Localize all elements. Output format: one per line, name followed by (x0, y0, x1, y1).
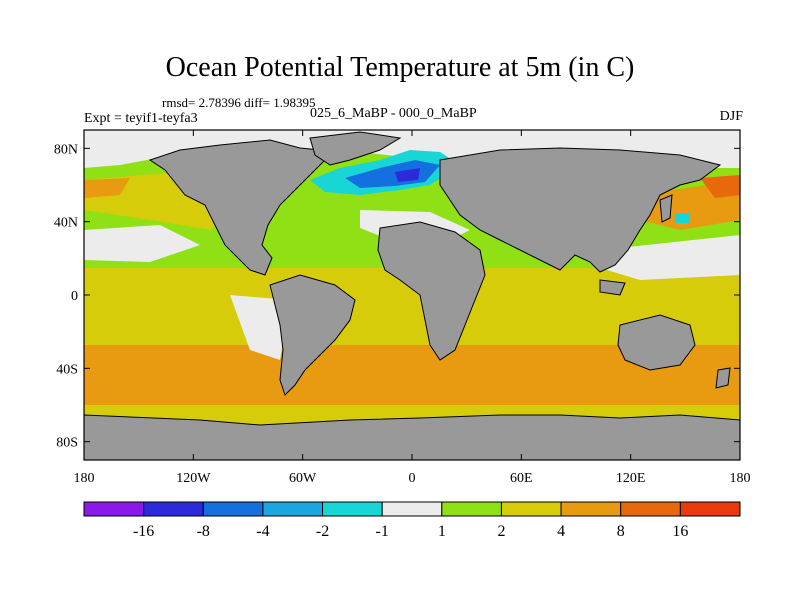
africa (377, 221, 486, 361)
colorbar-swatch (620, 501, 681, 517)
colorbar-swatch (262, 501, 324, 517)
comparison-label: 025_6_MaBP - 000_0_MaBP (310, 106, 477, 121)
colorbar-label: 8 (617, 523, 625, 540)
indonesia (599, 279, 626, 296)
northwest-pacific-red (700, 175, 740, 198)
x-tick-label: 60E (510, 471, 533, 486)
colorbar-label: -2 (316, 523, 329, 540)
pacific-white-patch (84, 225, 200, 262)
axes: 180 120W 60W 0 60E 120E 180 80N 40N 0 40S 80S (54, 130, 751, 486)
x-tick-label: 180 (74, 471, 95, 486)
x-tick-label: 60W (289, 471, 317, 486)
japan (659, 194, 673, 223)
colorbar-swatch (441, 501, 502, 517)
x-tick-label: 120W (176, 471, 211, 486)
greenland (309, 131, 402, 166)
colorbar-swatch (83, 501, 145, 517)
colorbar-swatch (322, 501, 383, 517)
colorbar-label: -1 (376, 523, 389, 540)
eurasia (439, 147, 722, 273)
land-masses (84, 131, 740, 460)
y-tick-label: 80S (56, 436, 78, 451)
north-pacific-orange (84, 178, 130, 198)
y-tick-label: 80N (54, 142, 78, 157)
new-zealand (715, 367, 731, 389)
y-tick-label: 0 (71, 289, 78, 304)
east-pacific-white (230, 295, 290, 360)
colorbar-label: 1 (438, 523, 446, 540)
west-pacific-white (600, 235, 740, 280)
y-tick-label: 40N (54, 216, 78, 231)
north-atlantic-darkblue (395, 168, 420, 182)
season-label: DJF (719, 109, 743, 124)
colorbar-swatch (679, 501, 741, 517)
colorbar-label: -16 (133, 523, 154, 540)
experiment-label: Expt = teyif1-teyfa3 (84, 111, 198, 126)
x-tick-label: 0 (409, 471, 416, 486)
colorbar-swatch (143, 501, 204, 517)
north-america (148, 139, 342, 276)
australia (617, 314, 696, 371)
colorbar-swatch (202, 501, 264, 517)
x-tick-label: 120E (616, 471, 646, 486)
antarctica (84, 414, 740, 460)
colorbar-swatch (500, 501, 562, 517)
stats-text: rmsd= 2.78396 diff= 1.98395 (162, 95, 316, 110)
y-tick-label: 40S (56, 362, 78, 377)
colorbar-label: -8 (197, 523, 210, 540)
chart-title: Ocean Potential Temperature at 5m (in C) (165, 52, 635, 83)
south-america (269, 274, 356, 396)
colorbar-label: -4 (256, 523, 269, 540)
colorbar-label: 2 (497, 523, 505, 540)
colorbar-label: 4 (557, 523, 565, 540)
colorbar-label: 16 (672, 523, 688, 540)
north-atlantic-blue (345, 160, 440, 188)
japan-cyan-patch (675, 213, 689, 223)
colorbar-swatch (381, 501, 443, 517)
colorbar-swatch (560, 501, 622, 517)
x-tick-label: 180 (730, 471, 751, 486)
